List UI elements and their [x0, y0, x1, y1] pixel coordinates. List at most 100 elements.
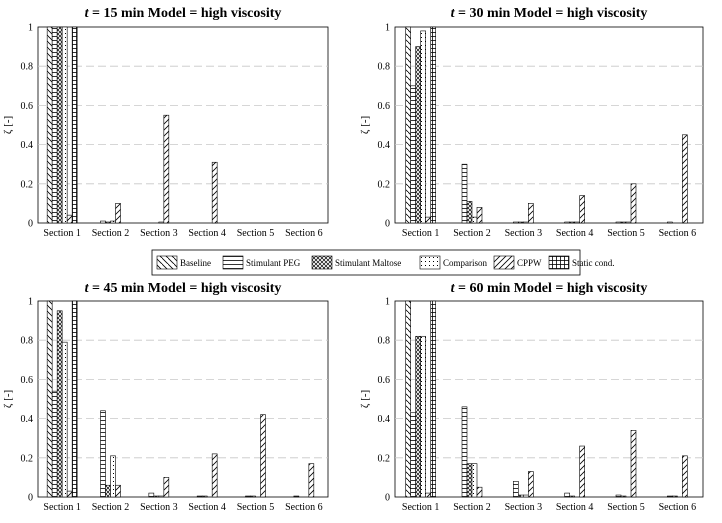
- bar-stimulant-maltose-section-2: [105, 221, 111, 224]
- bar-baseline-section-1: [405, 300, 411, 498]
- legend-label-stimulant-maltose: Stimulant Maltose: [335, 258, 401, 268]
- y-tick-label: 0.4: [21, 140, 34, 151]
- bar-stimulant-peg-section-1: [410, 412, 416, 498]
- title-variable: t: [85, 281, 90, 296]
- bar-cppw-section-2: [476, 486, 483, 498]
- y-tick-label: 0.4: [21, 414, 34, 425]
- x-tick-label: Section 4: [556, 502, 594, 513]
- y-tick-label: 0.4: [378, 414, 391, 425]
- y-tick-label: 1: [28, 23, 33, 34]
- y-tick-label: 0.2: [21, 179, 34, 190]
- x-tick-label: Section 5: [607, 502, 645, 513]
- bar-cppw-section-4: [211, 161, 218, 224]
- bar-stimulant-maltose-section-3: [153, 495, 160, 498]
- bar-stimulant-maltose-section-2: [105, 484, 111, 498]
- chart-title: t = 30 min Model = high viscosity: [451, 6, 648, 21]
- bar-static-cond--section-1: [71, 26, 78, 224]
- bar-stimulant-peg-section-5: [615, 494, 622, 498]
- bar-cppw-section-1: [66, 214, 73, 224]
- bar-stimulant-maltose-section-4: [569, 495, 575, 498]
- bar-cppw-section-3: [528, 203, 534, 224]
- bar-stimulant-maltose-section-5: [620, 221, 627, 224]
- x-tick-label: Section 2: [92, 502, 130, 513]
- bar-stimulant-peg-section-3: [513, 221, 519, 224]
- bar-baseline-section-1: [46, 26, 53, 224]
- title-variable: t: [451, 281, 456, 296]
- bar-stimulant-peg-section-5: [615, 221, 622, 224]
- bar-cppw-section-2: [476, 207, 483, 224]
- bar-stimulant-peg-section-3: [513, 481, 519, 498]
- bar-stimulant-maltose-section-1: [415, 335, 421, 498]
- x-tick-label: Section 5: [607, 228, 645, 239]
- bar-comparison-section-3: [158, 495, 165, 498]
- y-axis-label: ζ [-]: [2, 116, 14, 134]
- chart-panel-4: 0 0.2 0.4 0.6 0.8 1 ζ [-] t = 60 min Model = hi…: [359, 281, 704, 513]
- y-tick-label: 0.8: [378, 336, 391, 347]
- bar-cppw-section-6: [308, 463, 315, 498]
- axes-box: [37, 300, 329, 498]
- x-tick-label: Section 3: [505, 228, 543, 239]
- bar-stimulant-maltose-section-4: [569, 221, 575, 224]
- bar-comparison-section-2: [471, 463, 478, 498]
- bar-stimulant-maltose-section-1: [56, 310, 63, 498]
- legend-label-cppw: CPPW: [517, 258, 542, 268]
- bar-stimulant-maltose-section-6: [672, 495, 678, 498]
- bar-cppw-section-4: [211, 453, 218, 498]
- x-tick-label: Section 5: [237, 228, 275, 239]
- x-tick-label: Section 6: [659, 228, 697, 239]
- bar-stimulant-maltose-section-2: [466, 201, 473, 224]
- bar-comparison-section-4: [574, 221, 580, 224]
- bar-cppw-section-3: [163, 114, 170, 224]
- legend-swatch-comparison: [419, 255, 441, 270]
- bar-stimulant-maltose-section-2: [466, 463, 473, 498]
- bar-comparison-section-2: [471, 216, 478, 224]
- x-tick-label: Section 2: [92, 228, 130, 239]
- title-variable: t: [85, 6, 90, 21]
- bar-cppw-section-2: [115, 484, 121, 498]
- x-tick-label: Section 1: [402, 228, 440, 239]
- chart-title: t = 15 min Model = high viscosity: [85, 6, 282, 21]
- bar-stimulant-maltose-section-4: [201, 495, 208, 498]
- legend-label-static-cond-: Static cond.: [572, 258, 615, 268]
- x-tick-label: Section 6: [285, 228, 323, 239]
- legend: Baseline Stimulant PEG Stimulant Maltose Co…: [151, 249, 615, 276]
- bar-baseline-section-1: [405, 26, 411, 224]
- bar-cppw-section-1: [425, 492, 431, 498]
- bar-stimulant-peg-section-6: [667, 221, 673, 224]
- y-tick-label: 0: [28, 219, 33, 230]
- bar-cppw-section-4: [579, 445, 585, 498]
- x-tick-label: Section 5: [237, 502, 275, 513]
- legend-label-stimulant-peg: Stimulant PEG: [246, 258, 301, 268]
- bar-comparison-section-1: [420, 30, 426, 224]
- bar-stimulant-peg-section-4: [196, 495, 203, 498]
- bar-cppw-section-6: [682, 134, 688, 224]
- chart-title: t = 60 min Model = high viscosity: [451, 281, 648, 296]
- title-text: = 30 min Model = high viscosity: [454, 6, 647, 21]
- bar-cppw-section-5: [630, 430, 637, 498]
- title-text: = 15 min Model = high viscosity: [88, 6, 281, 21]
- bar-static-cond--section-1: [71, 300, 78, 498]
- y-tick-label: 1: [385, 23, 390, 34]
- bar-static-cond--section-1: [430, 300, 436, 498]
- bar-stimulant-maltose-section-3: [518, 221, 524, 224]
- bar-stimulant-peg-section-6: [293, 495, 300, 498]
- bar-stimulant-peg-section-2: [100, 220, 106, 224]
- chart-title: t = 45 min Model = high viscosity: [85, 281, 282, 296]
- bar-stimulant-peg-section-4: [564, 221, 570, 224]
- y-tick-label: 0.2: [378, 179, 391, 190]
- x-tick-label: Section 2: [453, 502, 491, 513]
- bar-cppw-section-3: [528, 471, 534, 498]
- bar-baseline-section-1: [46, 300, 53, 498]
- legend-label-comparison: Comparison: [443, 258, 487, 268]
- bar-stimulant-peg-section-4: [564, 492, 570, 498]
- y-tick-label: 0.6: [21, 101, 34, 112]
- bar-comparison-section-2: [110, 220, 116, 224]
- bar-comparison-section-3: [523, 494, 529, 498]
- chart-panel-1: 0 0.2 0.4 0.6 0.8 1 ζ [-] t = 15 min Model = hi…: [2, 6, 329, 239]
- legend-swatch-baseline: [156, 255, 178, 270]
- axes-box: [394, 300, 704, 498]
- bar-stimulant-maltose-section-1: [56, 26, 63, 224]
- legend-swatch-cppw: [493, 255, 515, 270]
- x-tick-label: Section 6: [659, 502, 697, 513]
- title-text: = 60 min Model = high viscosity: [454, 281, 647, 296]
